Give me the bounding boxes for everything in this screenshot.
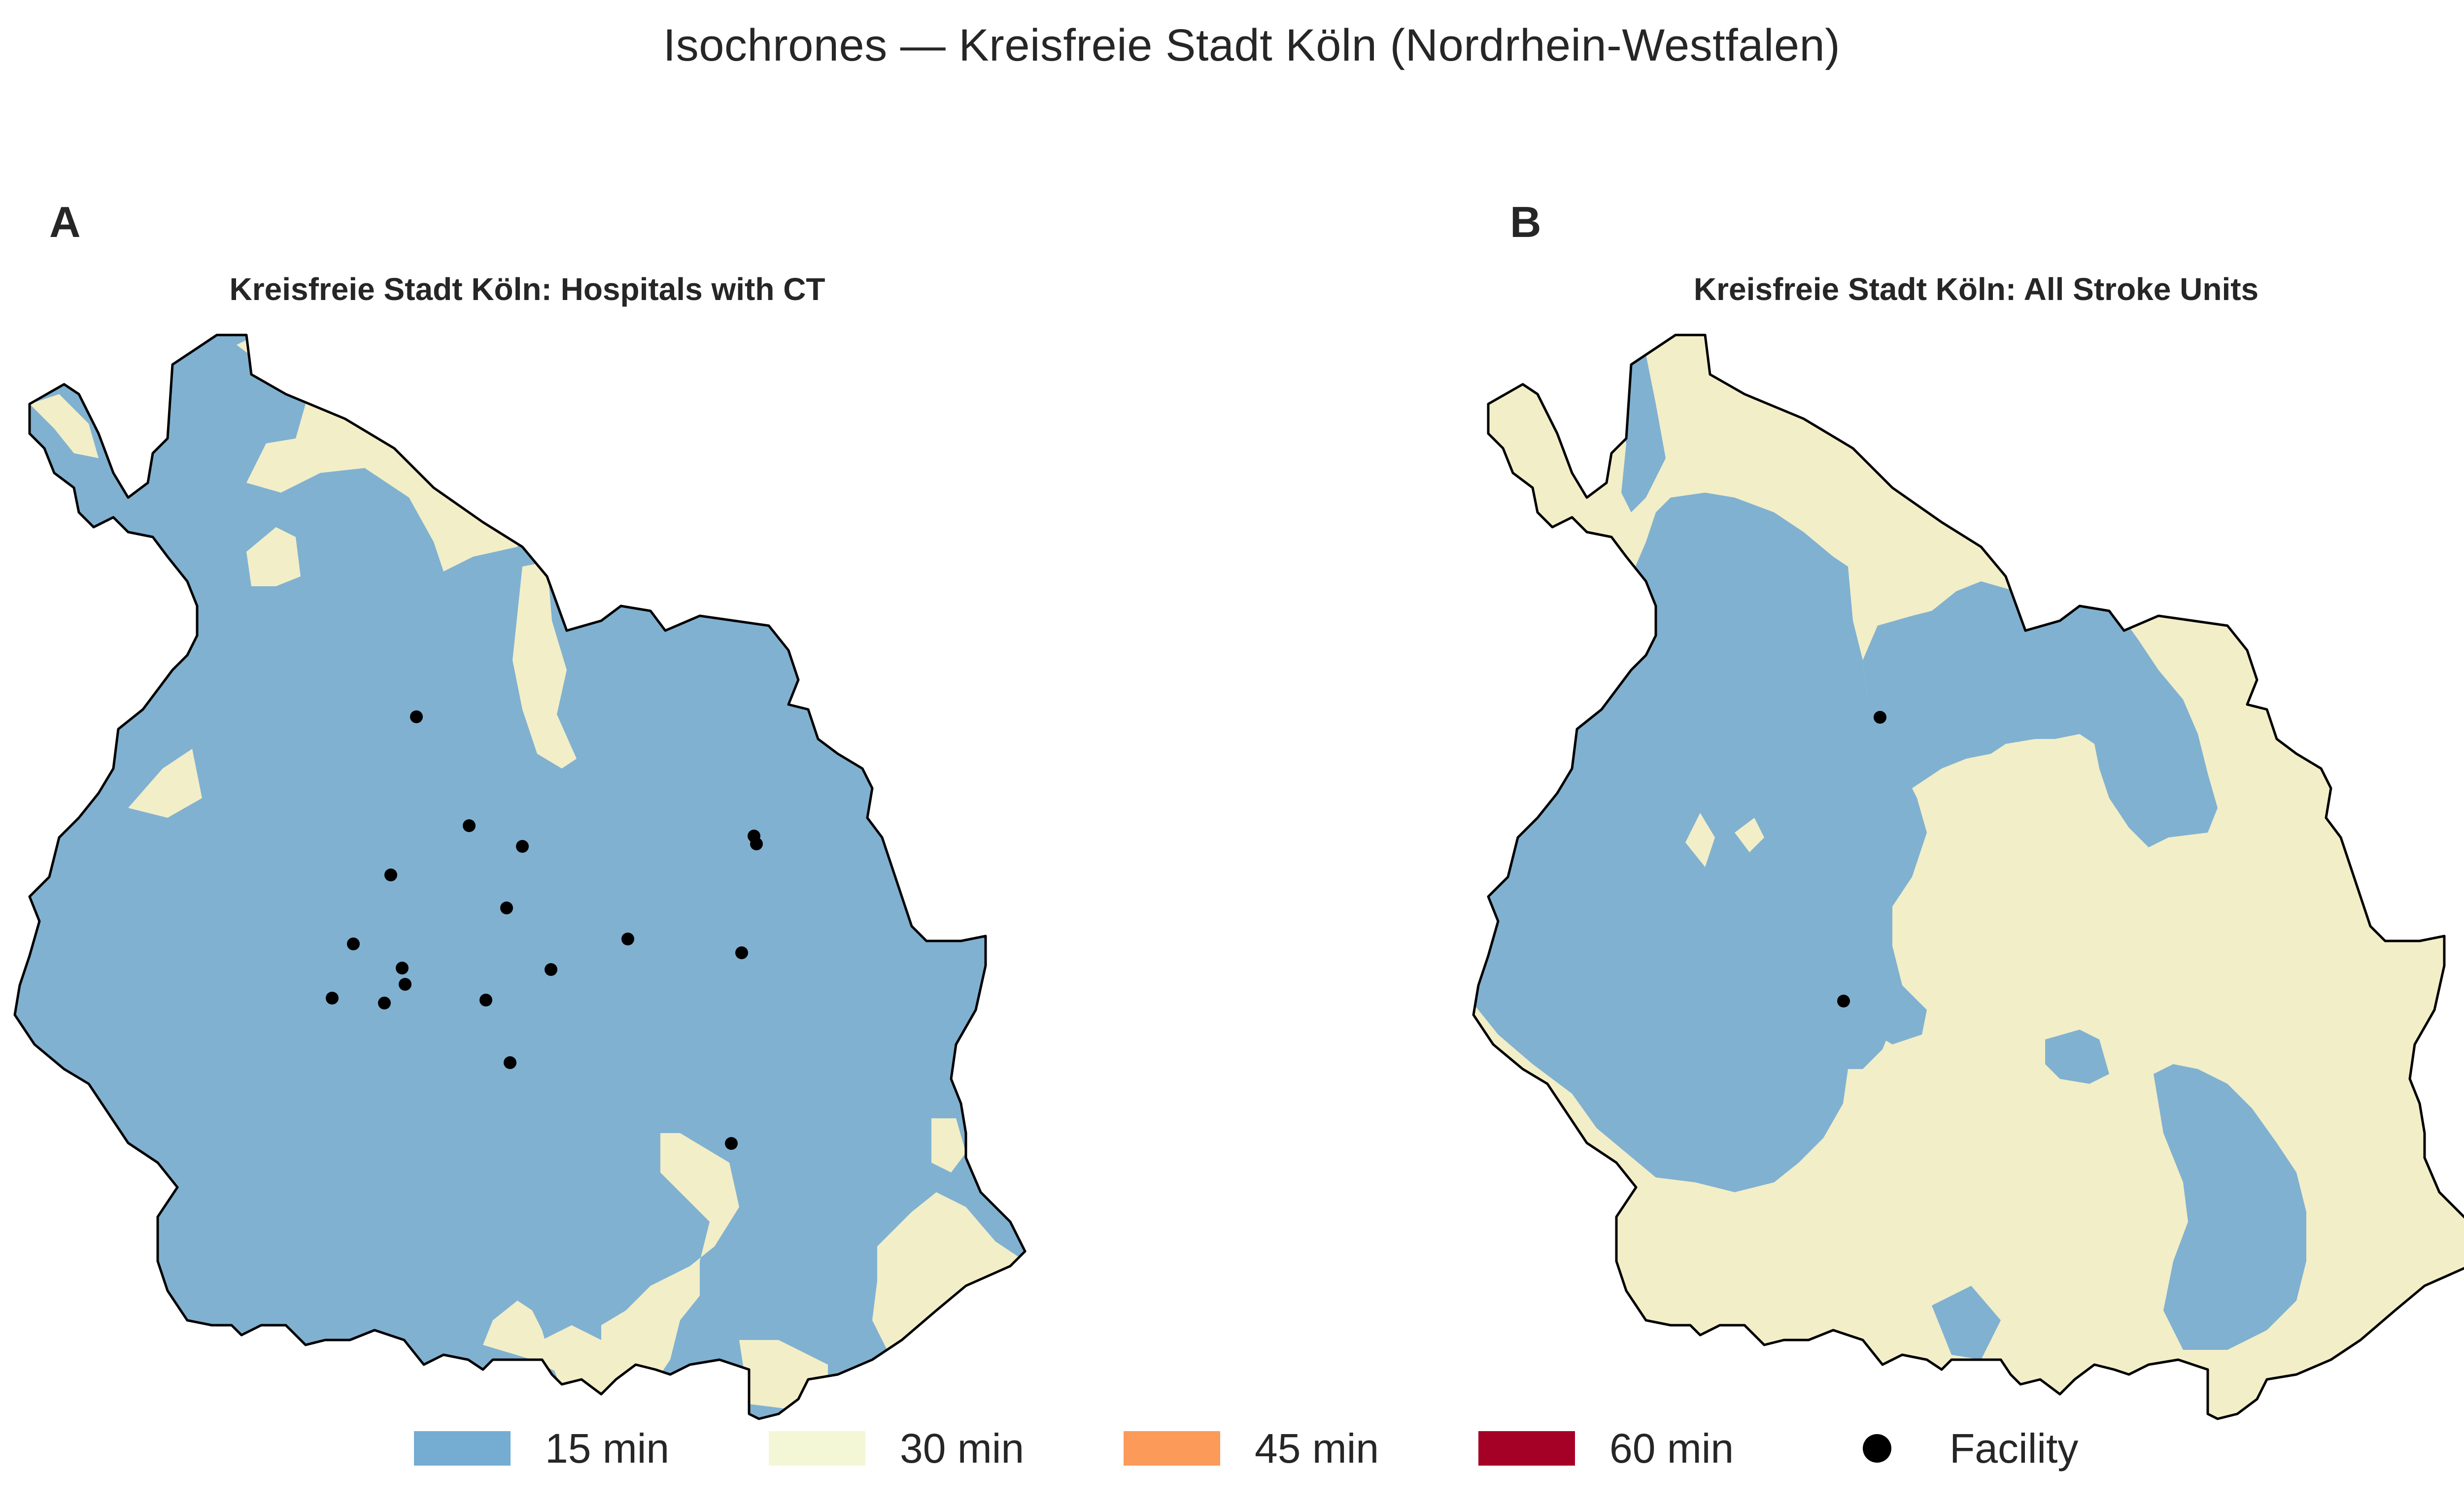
legend-item-30min: 30 min: [769, 1414, 1024, 1483]
legend-swatch-30min: [769, 1431, 865, 1466]
legend-label-60min: 60 min: [1609, 1425, 1734, 1472]
panel-a-facility-marker: [347, 938, 360, 950]
panel-a-map: [13, 334, 1027, 1420]
b-15min-central-spur: [2045, 1030, 2109, 1084]
a-30min-north-island: [246, 527, 301, 586]
panel-a-facility-marker: [735, 946, 748, 959]
b-30min-island-1: [1685, 813, 1715, 867]
panel-a-facility-marker: [399, 978, 411, 991]
legend-label-30min: 30 min: [900, 1425, 1025, 1472]
panel-b-map: [1472, 334, 2464, 1420]
a-30min-west: [128, 749, 202, 818]
panel-a-isochrone-15min: [15, 335, 1025, 1419]
panel-a-letter: A: [49, 198, 81, 246]
b-15min-south-patch: [1932, 1286, 2001, 1360]
panel-b-title: Kreisfreie Stadt Köln: All Stroke Units: [1693, 271, 2259, 307]
panel-b-facility-marker: [1837, 995, 1850, 1007]
panel-a-facility-marker: [396, 962, 409, 974]
panel-a-title: Kreisfreie Stadt Köln: Hospitals with CT: [229, 271, 825, 307]
legend-label-facility: Facility: [1950, 1425, 2079, 1472]
b-15min-south-channel: [1636, 971, 1892, 1079]
legend-label-15min: 15 min: [545, 1425, 670, 1472]
legend-item-15min: 15 min: [414, 1414, 669, 1483]
panel-a-boundary: [13, 334, 1027, 1420]
panel-a-facility-marker: [516, 840, 529, 853]
legend-swatch-45min: [1124, 1431, 1220, 1466]
panel-b-30min-islands: [1685, 813, 1764, 867]
b-15min-northeast-region: [1863, 581, 2218, 847]
panel-a-facility-marker: [326, 992, 339, 1005]
panel-a-facility-marker: [621, 933, 634, 945]
facility-marker-icon: [1863, 1434, 1891, 1463]
a-30min-southwest-patch: [542, 1325, 601, 1389]
b-15min-southeast-channel: [2154, 1064, 2306, 1350]
panel-b-letter: B: [1510, 198, 1541, 246]
panel-a-facilities: [326, 710, 763, 1150]
panel-a-facility-marker: [545, 963, 557, 976]
legend-item-60min: 60 min: [1478, 1414, 1734, 1483]
panel-a-facility-marker: [725, 1137, 738, 1150]
b-30min-island-2: [1735, 818, 1764, 852]
legend-swatch-60min: [1478, 1431, 1575, 1466]
panel-a-facility-marker: [479, 994, 492, 1006]
panel-a-facility-marker: [410, 710, 423, 723]
panel-a-facility-marker: [750, 837, 763, 850]
legend-item-facility: Facility: [1863, 1414, 2078, 1483]
figure-title: Isochrones — Kreisfreie Stadt Köln (Nord…: [663, 20, 1841, 70]
a-30min-east-strip: [513, 562, 577, 769]
a-30min-south-tongue: [483, 1133, 739, 1394]
a-30min-northwest: [30, 394, 99, 458]
panel-a-facility-marker: [384, 869, 397, 881]
a-30min-east-edge: [931, 1118, 966, 1172]
legend: 15 min 30 min 45 min 60 min Facility: [0, 1414, 2464, 1483]
panel-a-facility-marker: [500, 902, 513, 914]
panel-b-facility-marker: [1874, 711, 1886, 724]
panel-a-facility-marker: [378, 997, 391, 1009]
legend-item-45min: 45 min: [1124, 1414, 1379, 1483]
legend-label-45min: 45 min: [1255, 1425, 1379, 1472]
panel-a-facility-marker: [463, 819, 476, 832]
panel-b-facilities: [1837, 711, 1886, 1007]
legend-swatch-15min: [414, 1431, 511, 1466]
panel-a-facility-marker: [504, 1056, 516, 1069]
panel-b-boundary: [1472, 334, 2464, 1420]
